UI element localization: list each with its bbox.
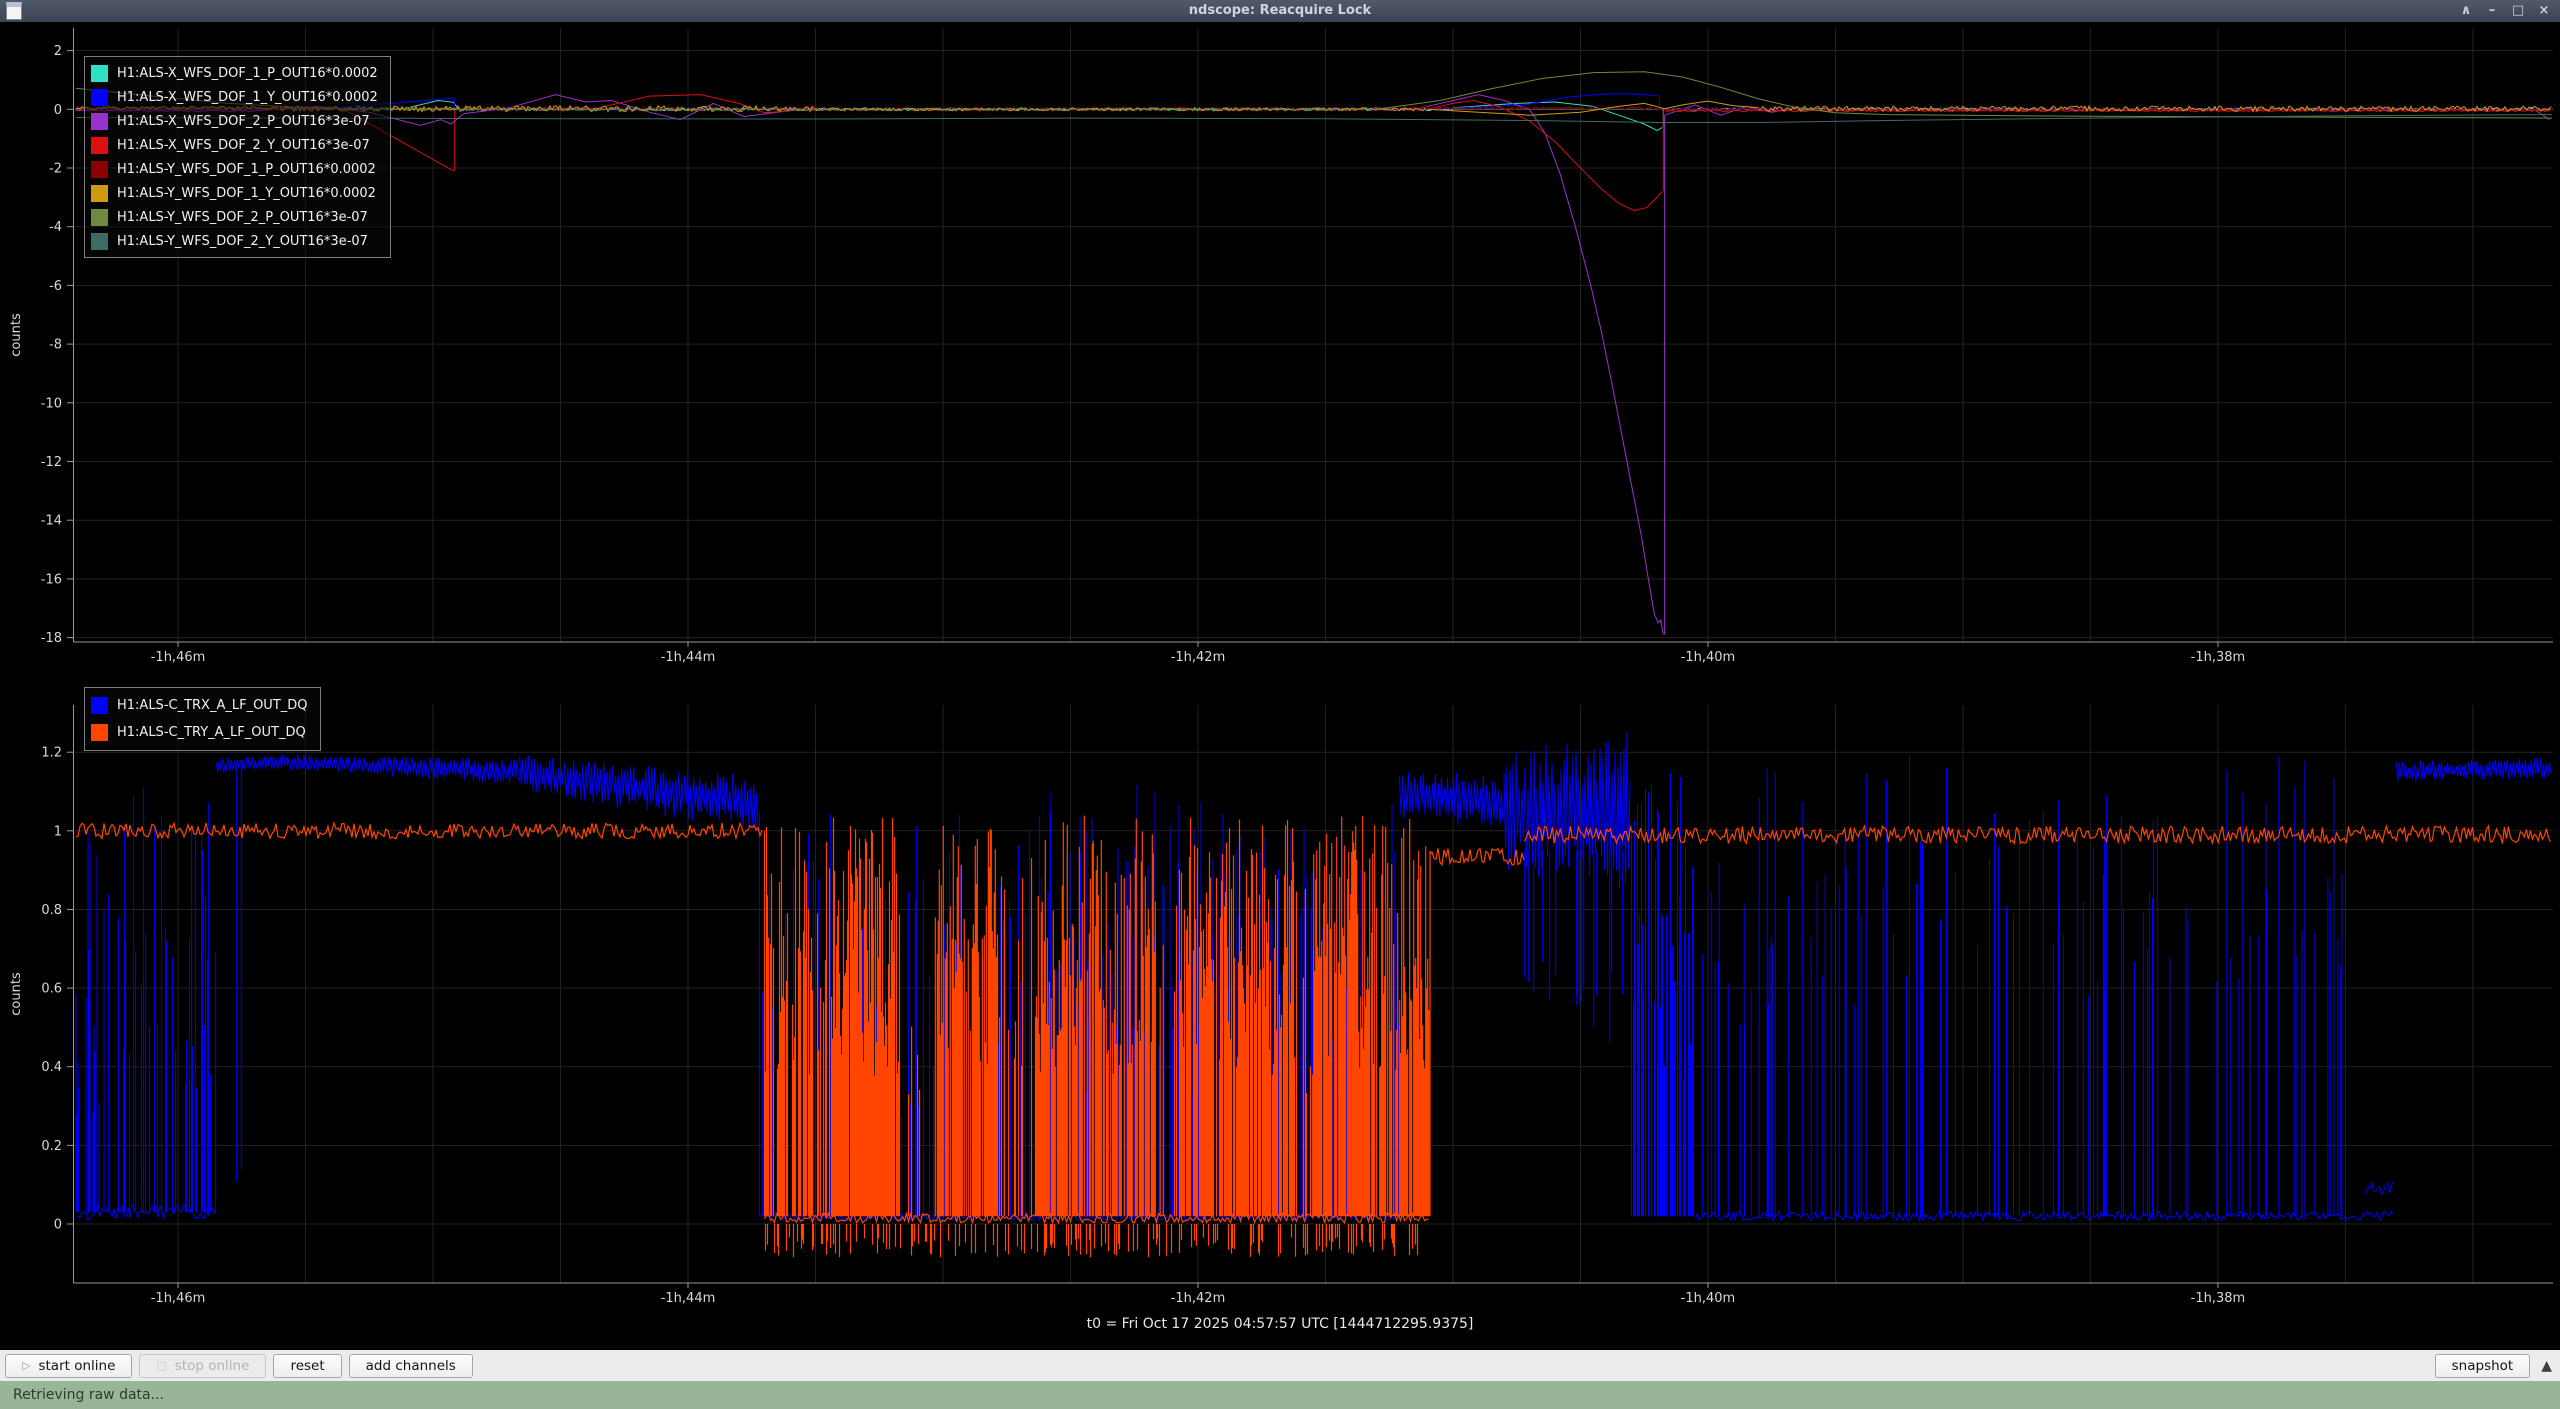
svg-text:-12: -12 xyxy=(41,455,62,470)
legend-swatch xyxy=(91,724,108,741)
status-bar: Retrieving raw data... xyxy=(0,1381,2560,1409)
svg-text:-1h,40m: -1h,40m xyxy=(1681,1291,1736,1306)
legend-item: H1:ALS-C_TRX_A_LF_OUT_DQ xyxy=(91,692,308,719)
svg-text:0: 0 xyxy=(54,103,62,118)
svg-text:-1h,46m: -1h,46m xyxy=(151,650,206,665)
legend-item: H1:ALS-C_TRY_A_LF_OUT_DQ xyxy=(91,719,308,746)
window-icon[interactable] xyxy=(6,2,22,20)
legend-item: H1:ALS-X_WFS_DOF_2_P_OUT16*3e-07 xyxy=(91,109,378,133)
status-text: Retrieving raw data... xyxy=(13,1387,164,1403)
window-controls: ∧ – □ × xyxy=(2456,0,2554,22)
legend-item: H1:ALS-X_WFS_DOF_1_P_OUT16*0.0002 xyxy=(91,61,378,85)
stop-online-button[interactable]: □ stop online xyxy=(139,1353,267,1378)
snapshot-label: snapshot xyxy=(2451,1357,2514,1374)
start-online-label: start online xyxy=(38,1357,116,1374)
legend-swatch xyxy=(91,697,108,714)
svg-text:0.4: 0.4 xyxy=(41,1060,62,1075)
legend-channel-name: H1:ALS-C_TRX_A_LF_OUT_DQ xyxy=(117,698,308,713)
legend-item: H1:ALS-Y_WFS_DOF_2_P_OUT16*3e-07 xyxy=(91,205,378,229)
svg-text:-1h,38m: -1h,38m xyxy=(2191,650,2246,665)
maximize-icon[interactable]: □ xyxy=(2511,3,2525,18)
svg-text:-18: -18 xyxy=(41,631,62,646)
svg-text:counts: counts xyxy=(9,313,24,357)
legend-swatch xyxy=(91,136,108,154)
svg-text:-4: -4 xyxy=(49,220,62,235)
legend-swatch xyxy=(91,112,108,130)
svg-text:0.8: 0.8 xyxy=(41,903,62,918)
legend-item: H1:ALS-Y_WFS_DOF_1_P_OUT16*0.0002 xyxy=(91,157,378,181)
toolbar: ▷ start online □ stop online reset add c… xyxy=(0,1350,2560,1381)
bottom-plot[interactable]: -1h,46m -1h,44m -1h,42m -1h,40m -1h,38m 0 0.2 0… xyxy=(0,0,2560,1350)
svg-text:0: 0 xyxy=(54,1218,62,1233)
play-icon: ▷ xyxy=(22,1359,31,1372)
legend-swatch xyxy=(91,184,108,202)
legend-swatch xyxy=(91,160,108,178)
legend-swatch xyxy=(91,64,108,82)
svg-text:-1h,42m: -1h,42m xyxy=(1171,650,1226,665)
legend-channel-name: H1:ALS-Y_WFS_DOF_2_P_OUT16*3e-07 xyxy=(117,209,368,225)
legend-item: H1:ALS-Y_WFS_DOF_2_Y_OUT16*3e-07 xyxy=(91,229,378,253)
top-plot-legend: H1:ALS-X_WFS_DOF_1_P_OUT16*0.0002 H1:ALS-… xyxy=(84,56,391,258)
svg-text:-14: -14 xyxy=(41,514,62,529)
svg-text:-1h,42m: -1h,42m xyxy=(1171,1291,1226,1306)
t0-label: t0 = Fri Oct 17 2025 04:57:57 UTC [14447… xyxy=(1086,1316,1474,1332)
legend-channel-name: H1:ALS-X_WFS_DOF_1_P_OUT16*0.0002 xyxy=(117,65,378,81)
start-online-button[interactable]: ▷ start online xyxy=(5,1353,133,1378)
close-icon[interactable]: × xyxy=(2538,3,2550,18)
svg-text:0.6: 0.6 xyxy=(41,982,62,997)
legend-swatch xyxy=(91,88,108,106)
legend-channel-name: H1:ALS-Y_WFS_DOF_1_Y_OUT16*0.0002 xyxy=(117,185,376,201)
legend-channel-name: H1:ALS-X_WFS_DOF_2_Y_OUT16*3e-07 xyxy=(117,137,370,153)
minimize-icon[interactable]: – xyxy=(2488,3,2496,18)
bottom-plot-legend: H1:ALS-C_TRX_A_LF_OUT_DQ H1:ALS-C_TRY_A_L… xyxy=(84,687,321,751)
window-title: ndscope: Reacquire Lock xyxy=(1188,3,1372,18)
legend-channel-name: H1:ALS-Y_WFS_DOF_1_P_OUT16*0.0002 xyxy=(117,161,376,177)
legend-swatch xyxy=(91,232,108,250)
svg-text:1.2: 1.2 xyxy=(41,746,62,761)
svg-text:2: 2 xyxy=(54,44,62,59)
legend-channel-name: H1:ALS-X_WFS_DOF_1_Y_OUT16*0.0002 xyxy=(117,89,378,105)
expand-triangle-icon[interactable]: ▲ xyxy=(2541,1357,2552,1374)
svg-text:0.2: 0.2 xyxy=(41,1139,62,1154)
svg-text:-6: -6 xyxy=(49,279,62,294)
legend-channel-name: H1:ALS-X_WFS_DOF_2_P_OUT16*3e-07 xyxy=(117,113,370,129)
add-channels-label: add channels xyxy=(365,1357,456,1374)
svg-text:-1h,46m: -1h,46m xyxy=(151,1291,206,1306)
add-channels-button[interactable]: add channels xyxy=(348,1353,473,1378)
svg-text:-1h,44m: -1h,44m xyxy=(661,1291,716,1306)
shade-icon[interactable]: ∧ xyxy=(2460,3,2472,18)
legend-item: H1:ALS-X_WFS_DOF_1_Y_OUT16*0.0002 xyxy=(91,85,378,109)
snapshot-button[interactable]: snapshot xyxy=(2434,1353,2531,1378)
titlebar: ndscope: Reacquire Lock ∧ – □ × xyxy=(0,0,2560,22)
stop-online-label: stop online xyxy=(174,1357,250,1374)
svg-text:-2: -2 xyxy=(49,162,62,177)
legend-channel-name: H1:ALS-C_TRY_A_LF_OUT_DQ xyxy=(117,725,306,740)
svg-text:-1h,38m: -1h,38m xyxy=(2191,1291,2246,1306)
stop-icon: □ xyxy=(156,1359,167,1372)
legend-item: H1:ALS-X_WFS_DOF_2_Y_OUT16*3e-07 xyxy=(91,133,378,157)
svg-text:1: 1 xyxy=(54,824,62,839)
svg-text:-8: -8 xyxy=(49,338,62,353)
reset-label: reset xyxy=(290,1357,325,1374)
legend-swatch xyxy=(91,208,108,226)
svg-text:counts: counts xyxy=(9,972,24,1016)
svg-text:-10: -10 xyxy=(41,396,62,411)
svg-text:-16: -16 xyxy=(41,572,62,587)
svg-text:-1h,40m: -1h,40m xyxy=(1681,650,1736,665)
svg-text:-1h,44m: -1h,44m xyxy=(661,650,716,665)
legend-channel-name: H1:ALS-Y_WFS_DOF_2_Y_OUT16*3e-07 xyxy=(117,233,368,249)
reset-button[interactable]: reset xyxy=(273,1353,342,1378)
legend-item: H1:ALS-Y_WFS_DOF_1_Y_OUT16*0.0002 xyxy=(91,181,378,205)
